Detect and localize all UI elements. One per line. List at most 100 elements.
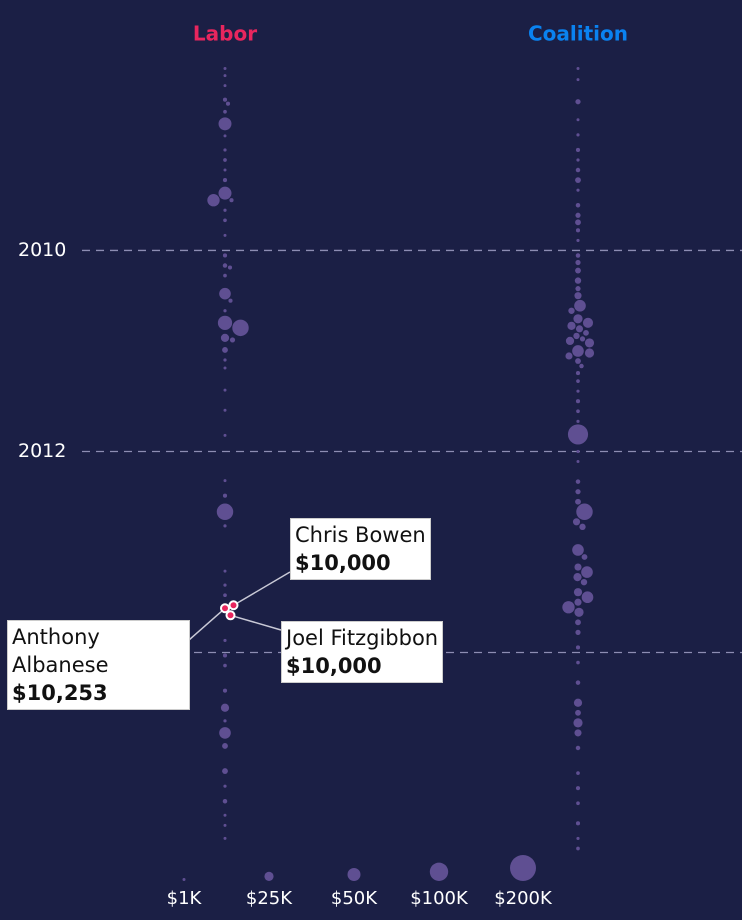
bubble: [223, 208, 227, 212]
bubble: [576, 133, 580, 137]
bubble: [575, 709, 581, 716]
bubble: [218, 186, 232, 200]
bubble: [576, 460, 580, 464]
bubble: [576, 158, 580, 162]
legend-label: Coalition: [528, 22, 628, 46]
annotation-line: [188, 607, 226, 641]
bubble: [222, 768, 228, 774]
bubble: [223, 408, 227, 412]
bubble: [576, 836, 580, 841]
bubble: [565, 352, 573, 360]
bubble: [223, 836, 227, 840]
annotation-box: Joel Fitzgibbon $10,000: [281, 621, 444, 683]
bubble: [222, 493, 228, 498]
bubble: [581, 566, 593, 578]
bubble: [228, 298, 233, 303]
bubble: [220, 703, 230, 712]
bubble: [223, 67, 227, 71]
bubble: [575, 167, 581, 173]
bubble: [575, 147, 581, 153]
bubble: [223, 273, 227, 278]
bubble: [579, 363, 584, 369]
bubble: [222, 253, 228, 258]
bubble: [223, 663, 227, 668]
bubble: [574, 277, 582, 284]
size-legend-bubble: [429, 862, 449, 881]
bubble: [223, 218, 227, 223]
annotation-value: $10,000: [295, 551, 391, 575]
bubble: [576, 503, 593, 521]
bubble: [575, 498, 581, 505]
bubble: [222, 178, 228, 183]
annotation-box: Chris Bowen $10,000: [290, 518, 431, 580]
y-tick-label: 2010: [18, 239, 66, 261]
bubble: [575, 177, 581, 184]
bubble: [576, 118, 580, 122]
size-legend-bubble: [182, 878, 186, 881]
bubble: [223, 719, 227, 723]
bubble: [222, 688, 228, 693]
bubble: [222, 653, 228, 658]
bubble: [222, 347, 228, 353]
bubble: [573, 572, 582, 582]
bubble: [575, 212, 581, 218]
size-legend-label: $100K: [410, 888, 469, 909]
bubble: [581, 554, 588, 560]
bubble: [574, 598, 582, 606]
bubble: [218, 117, 232, 131]
bubble: [575, 219, 581, 226]
bubble: [575, 619, 581, 626]
bubble: [223, 593, 227, 598]
highlight-bubble: [225, 610, 236, 621]
bubble: [576, 409, 580, 414]
size-legend-label: $50K: [331, 888, 378, 909]
bubble: [223, 813, 227, 817]
bubble: [575, 358, 581, 364]
bubble: [573, 314, 583, 324]
bubble: [223, 309, 227, 313]
bubble: [579, 523, 586, 531]
bubble: [581, 591, 594, 604]
size-legend-bubble: [264, 871, 274, 881]
bubble: [565, 336, 575, 346]
bubble: [575, 821, 581, 826]
bubble: [576, 188, 580, 192]
bubble: [575, 745, 581, 751]
bubble: [575, 786, 581, 791]
bubble: [584, 348, 595, 358]
annotation-value: $10,253: [12, 681, 108, 705]
bubble: [580, 578, 588, 586]
bubble: [574, 607, 584, 617]
bubble: [574, 563, 582, 571]
bubble: [222, 97, 228, 102]
bubble: [573, 332, 580, 340]
bubble: [220, 333, 230, 343]
bubble: [575, 267, 581, 274]
bubble: [223, 388, 227, 392]
bubble: [575, 259, 581, 266]
bubble: [227, 265, 233, 270]
bubble: [575, 253, 581, 258]
annotation-name: Joel Fitzgibbon: [286, 626, 439, 650]
bubble: [217, 315, 233, 330]
annotation-value: $10,000: [286, 654, 382, 678]
bubble: [574, 299, 586, 312]
bubble: [576, 379, 580, 383]
bubble: [576, 238, 580, 243]
bubble: [583, 329, 589, 336]
bubble: [232, 319, 249, 337]
size-legend-label: $25K: [246, 888, 293, 909]
bubble: [223, 524, 227, 528]
bubble: [575, 629, 581, 635]
bubble: [575, 489, 581, 495]
highlight-bubble: [228, 600, 239, 611]
bubble: [225, 101, 231, 106]
annotation-line: [233, 571, 291, 606]
size-legend-bubble: [510, 855, 536, 881]
bubble: [576, 389, 580, 393]
bubble: [223, 109, 227, 114]
bubble: [223, 638, 227, 643]
bubble: [219, 727, 231, 739]
size-legend-label: $200K: [494, 888, 553, 909]
